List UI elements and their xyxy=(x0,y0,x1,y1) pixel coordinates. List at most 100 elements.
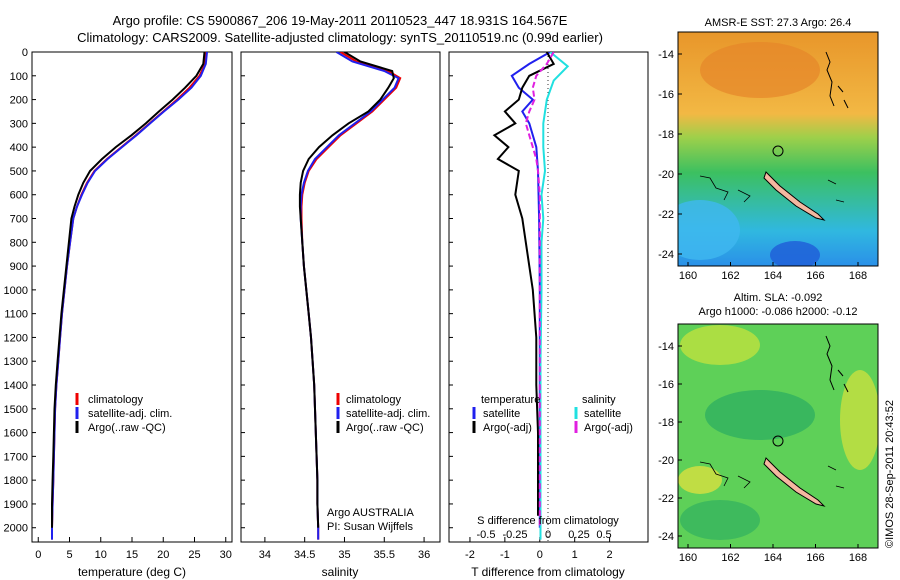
difference-legend: temperature salinity satellite Argo(-adj… xyxy=(472,394,633,434)
y-tick-label: 1700 xyxy=(4,451,28,463)
sla-map-title-line-1: Altim. SLA: -0.092 xyxy=(734,292,823,304)
salinity-axes-frame xyxy=(240,51,441,543)
legend-label-argo: Argo(..raw -QC) xyxy=(346,422,424,434)
lon-tick-label: 166 xyxy=(806,552,824,564)
y-tick-label: 800 xyxy=(10,237,28,249)
y-tick-label: 1200 xyxy=(4,332,28,344)
lon-tick-label: 164 xyxy=(764,552,782,564)
deep-blue-patch xyxy=(770,241,820,266)
argo-program-annotation: Argo AUSTRALIA xyxy=(327,507,414,519)
lat-tick-label: -16 xyxy=(658,379,674,391)
low-sla-patch-2 xyxy=(680,500,760,540)
lon-tick-label: 168 xyxy=(849,270,867,282)
y-tick-label: 400 xyxy=(10,142,28,154)
x-tick-label: 35 xyxy=(338,549,350,561)
lat-tick-label: -16 xyxy=(658,89,674,101)
legend-label-climatology: climatology xyxy=(88,394,144,406)
lon-tick-label: 162 xyxy=(721,552,739,564)
x-tick-label: 2 xyxy=(607,549,613,561)
lat-tick-label: -14 xyxy=(658,341,674,353)
cool-patch xyxy=(678,200,740,260)
temperature-tick-labels: 0 5 10 15 20 25 30 xyxy=(35,537,232,561)
y-tick-label: 200 xyxy=(10,95,28,107)
y-tick-label: 700 xyxy=(10,214,28,226)
y-tick-label: 1900 xyxy=(4,499,28,511)
legend-label-temp-satellite: satellite xyxy=(483,408,520,420)
title-line-2: Climatology: CARS2009. Satellite-adjuste… xyxy=(77,30,603,45)
s-tick-label: -0.25 xyxy=(502,529,527,541)
high-sla-patch xyxy=(680,325,760,365)
legend-label-temp-argo: Argo(-adj) xyxy=(483,422,532,434)
salinity-tick-labels: 34 34.5 35 35.5 36 xyxy=(259,537,430,561)
sst-map-latitude-labels: -14 -16 -18 -20 -22 -24 xyxy=(658,49,682,261)
sla-map-frame xyxy=(677,323,879,549)
sst-map: AMSR-E SST: 27.3 Argo: 26.4 -14 -16 -18 -20… xyxy=(658,17,879,282)
lat-tick-label: -24 xyxy=(658,249,674,261)
sst-map-longitude-labels: 160 162 164 166 168 xyxy=(679,262,867,282)
s-tick-label: 0 xyxy=(545,529,551,541)
argo-position-marker xyxy=(772,435,784,447)
series-line xyxy=(492,52,556,516)
lon-tick-label: 160 xyxy=(679,270,697,282)
vanuatu-islands xyxy=(825,335,849,393)
s-tick-label: 0.25 xyxy=(568,529,589,541)
lat-tick-label: -18 xyxy=(658,129,674,141)
y-tick-label: 300 xyxy=(10,118,28,130)
series-line xyxy=(510,52,551,528)
yellow-sla-patch xyxy=(678,466,722,494)
series-line xyxy=(51,52,208,540)
x-tick-label: 36 xyxy=(418,549,430,561)
x-tick-label: 34.5 xyxy=(294,549,315,561)
y-tick-label: 1000 xyxy=(4,285,28,297)
x-tick-label: -1 xyxy=(500,549,510,561)
series-line xyxy=(51,52,207,540)
y-tick-label: 500 xyxy=(10,166,28,178)
legend-label-satellite: satellite-adj. clim. xyxy=(88,408,172,420)
legend-title-salinity: salinity xyxy=(582,394,616,406)
depth-tick-labels: 0 100 200 300 400 500 600 700 800 900 1000 1100 1200… xyxy=(4,47,28,535)
lon-tick-label: 168 xyxy=(849,552,867,564)
imos-credit: ©IMOS 28-Sep-2011 20:43:52 xyxy=(884,400,896,548)
salinity-legend: climatology satellite-adj. clim. Argo(..… xyxy=(336,393,430,434)
temperature-panel: 0100200300400500600700800900100011001200… xyxy=(4,47,233,579)
difference-panel: -2 -1 0 1 2 -0.5 -0.25 0 0.25 0.5 S difference f… xyxy=(448,51,649,579)
series-line xyxy=(299,52,400,540)
series-line xyxy=(539,52,570,540)
sla-map-title-line-2: Argo h1000: -0.086 h2000: -0.12 xyxy=(698,306,857,318)
legend-label-argo: Argo(..raw -QC) xyxy=(88,422,166,434)
new-caledonia-island xyxy=(763,171,826,221)
legend-title-temperature: temperature xyxy=(481,394,540,406)
vanuatu-islands xyxy=(825,51,849,109)
legend-label-sal-satellite: satellite xyxy=(584,408,621,420)
title-line-1: Argo profile: CS 5900867_206 19-May-2011… xyxy=(113,13,568,28)
lat-tick-label: -20 xyxy=(658,169,674,181)
lon-tick-label: 166 xyxy=(806,270,824,282)
temperature-axes-frame xyxy=(31,51,233,543)
lat-tick-label: -14 xyxy=(658,49,674,61)
s-difference-label: S difference from climatology xyxy=(477,515,619,527)
t-difference-x-label: T difference from climatology xyxy=(471,565,625,579)
temperature-x-label: temperature (deg C) xyxy=(78,565,186,579)
sla-map: Altim. SLA: -0.092 Argo h1000: -0.086 h2… xyxy=(658,292,879,564)
lat-tick-label: -18 xyxy=(658,417,674,429)
y-tick-label: 1500 xyxy=(4,404,28,416)
argo-pi-annotation: PI: Susan Wijffels xyxy=(327,521,413,533)
salinity-profiles xyxy=(298,52,402,540)
x-tick-label: 5 xyxy=(66,549,72,561)
legend-label-sal-argo: Argo(-adj) xyxy=(584,422,633,434)
x-tick-label: 0 xyxy=(35,549,41,561)
lon-tick-label: 160 xyxy=(679,552,697,564)
x-tick-label: 10 xyxy=(95,549,107,561)
sla-map-longitude-labels: 160 162 164 166 168 xyxy=(679,544,867,564)
new-caledonia-island xyxy=(763,457,826,507)
lon-tick-label: 164 xyxy=(764,270,782,282)
series-line xyxy=(51,52,206,528)
legend-label-climatology: climatology xyxy=(346,394,402,406)
s-tick-label: -0.5 xyxy=(477,529,496,541)
x-tick-label: 1 xyxy=(572,549,578,561)
y-tick-label: 1300 xyxy=(4,356,28,368)
salinity-panel: 34 34.5 35 35.5 36 salinity climatology sate… xyxy=(240,51,441,579)
y-tick-label: 1800 xyxy=(4,475,28,487)
legend-label-satellite: satellite-adj. clim. xyxy=(346,408,430,420)
sst-map-frame xyxy=(677,31,879,267)
